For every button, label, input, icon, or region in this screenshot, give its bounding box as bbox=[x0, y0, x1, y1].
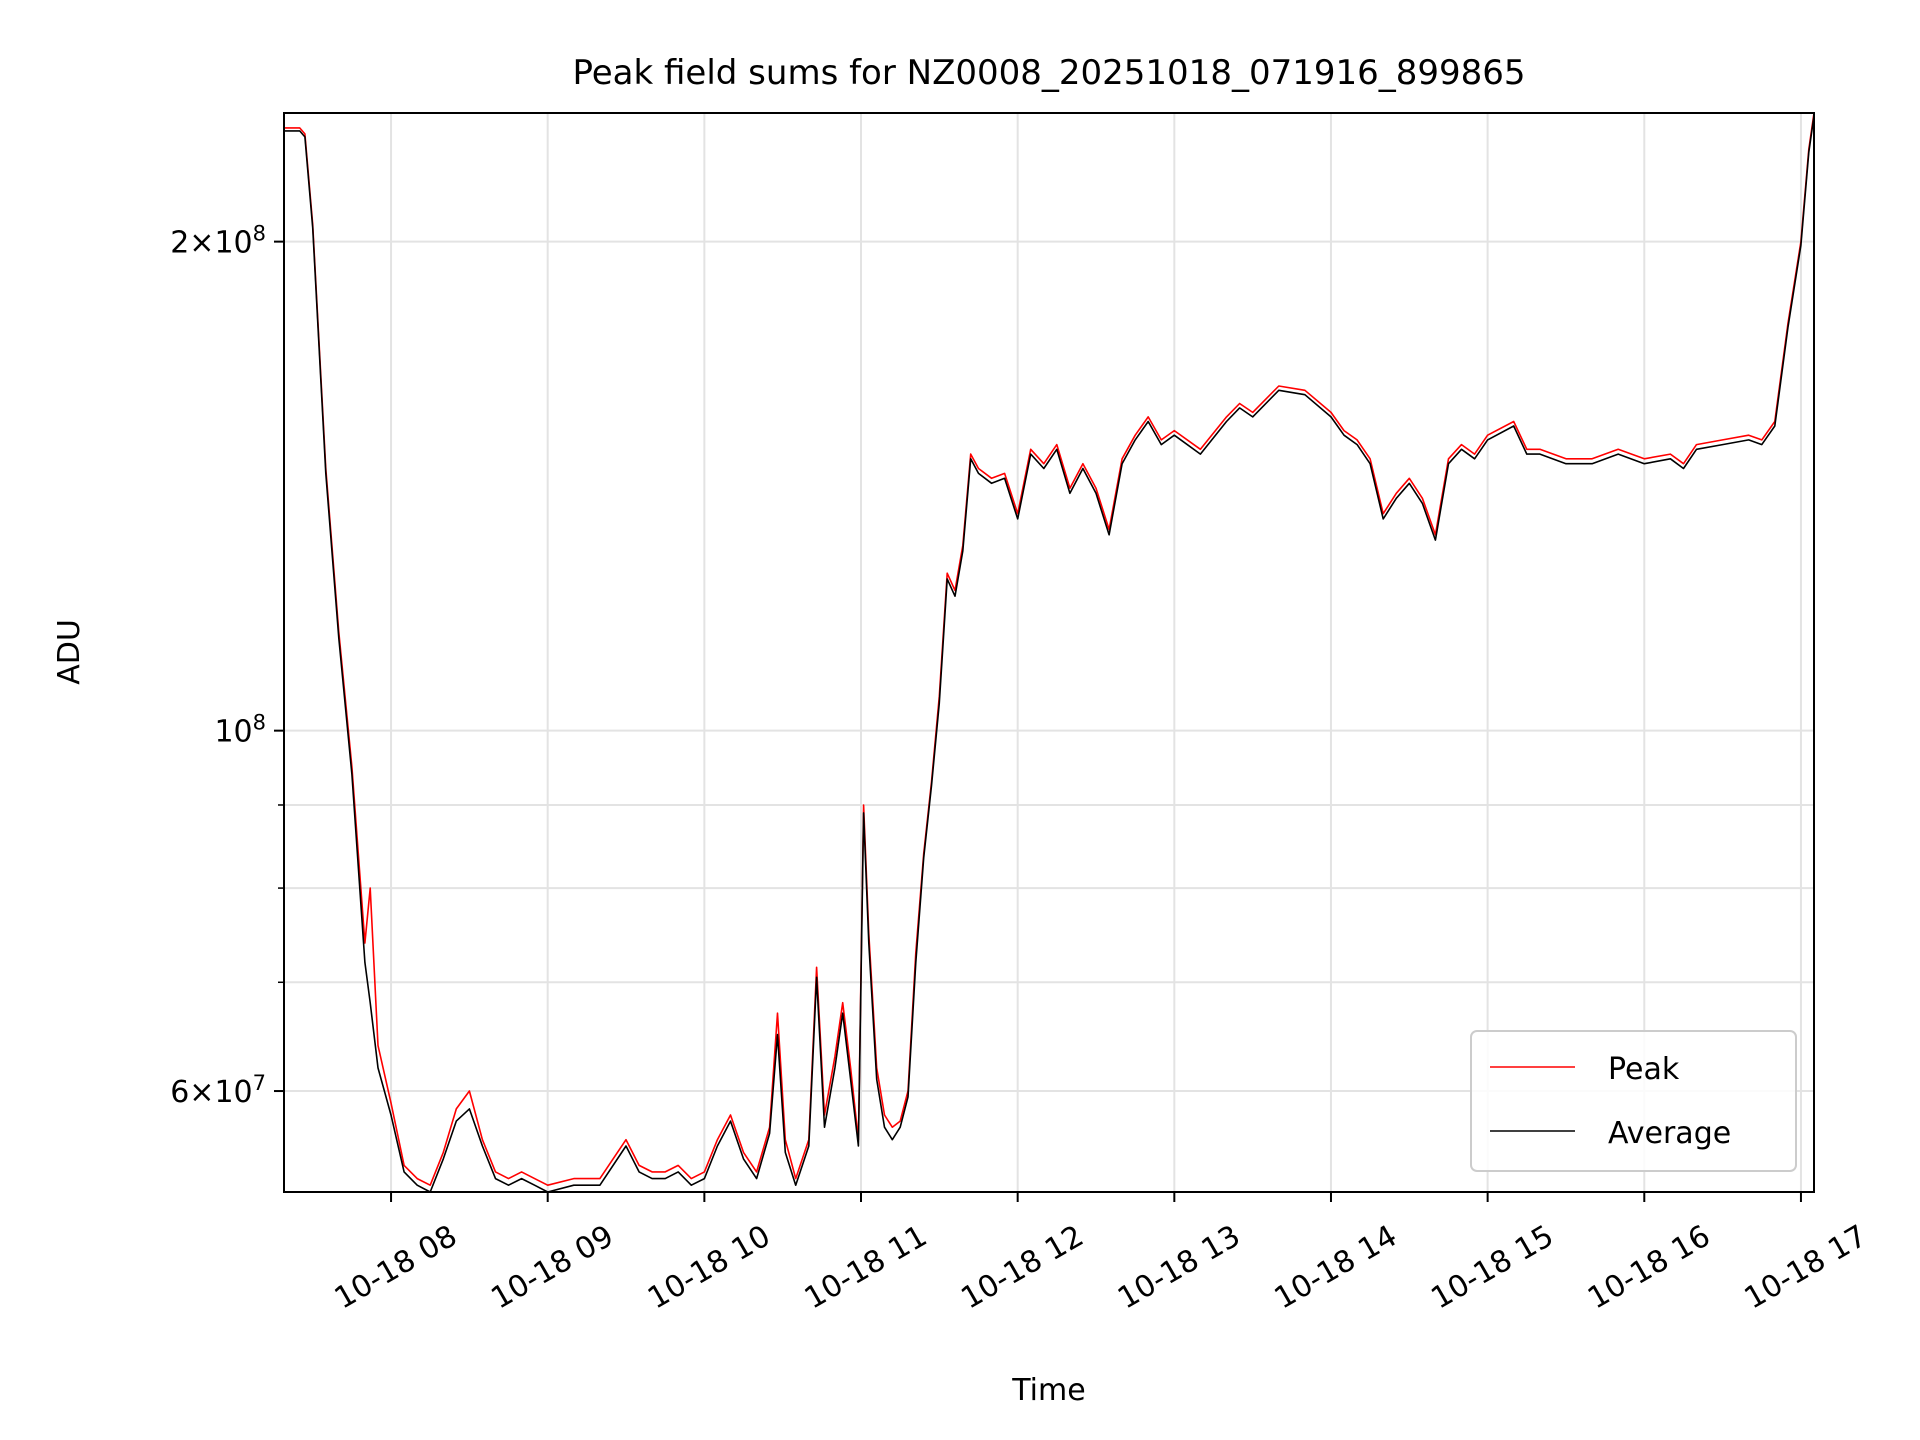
legend: Peak Average bbox=[1470, 1030, 1797, 1172]
y-axis-label: ADU bbox=[52, 619, 87, 685]
y-tick-label: 6×107 bbox=[170, 1071, 266, 1110]
y-tick-label: 2×108 bbox=[170, 222, 266, 261]
y-axis: 2×108 108 6×107 bbox=[170, 222, 284, 1110]
grid bbox=[284, 113, 1814, 1192]
series-line-average bbox=[284, 115, 1815, 1193]
y-tick-label: 108 bbox=[214, 711, 266, 750]
legend-box bbox=[1470, 1030, 1797, 1172]
legend-label-average: Average bbox=[1608, 1116, 1731, 1151]
legend-label-peak: Peak bbox=[1608, 1052, 1680, 1087]
chart-title: Peak field sums for NZ0008_20251018_0719… bbox=[572, 53, 1525, 93]
plot-area bbox=[284, 112, 1815, 1193]
x-axis-label: Time bbox=[1011, 1373, 1085, 1408]
axes-frame bbox=[283, 112, 1815, 1193]
